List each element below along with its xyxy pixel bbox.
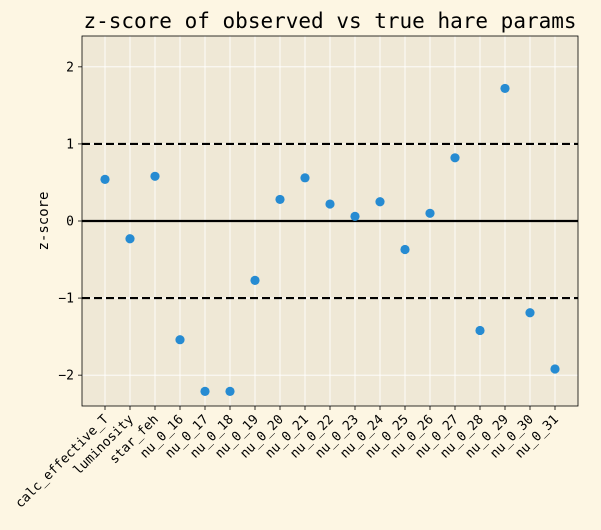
data-point (500, 83, 510, 94)
y-tick-label: −2 (58, 369, 74, 384)
data-point (175, 335, 185, 345)
data-point (225, 386, 235, 396)
data-point (150, 171, 160, 181)
data-point (300, 173, 310, 183)
y-axis-label: z-score (36, 191, 52, 250)
data-point (475, 325, 485, 336)
data-point (325, 199, 335, 209)
y-tick-label: 1 (66, 137, 74, 152)
data-point (275, 194, 285, 205)
data-point (450, 153, 460, 163)
y-tick-label: −1 (58, 292, 74, 307)
data-points (100, 83, 560, 396)
data-point (250, 275, 260, 285)
y-axis: −2 −1 0 1 2 (58, 60, 82, 384)
data-point (350, 211, 360, 221)
data-point (525, 308, 535, 318)
data-point (375, 197, 385, 207)
data-point (400, 244, 410, 255)
data-point (550, 364, 560, 374)
data-point (100, 174, 110, 184)
reference-lines (82, 142, 578, 300)
chart-title: z-score of observed vs true hare params (83, 9, 576, 33)
data-point (125, 234, 135, 244)
y-tick-label: 0 (66, 215, 74, 230)
y-tick-label: 2 (66, 60, 74, 75)
data-point (425, 208, 435, 218)
data-point (200, 386, 210, 396)
